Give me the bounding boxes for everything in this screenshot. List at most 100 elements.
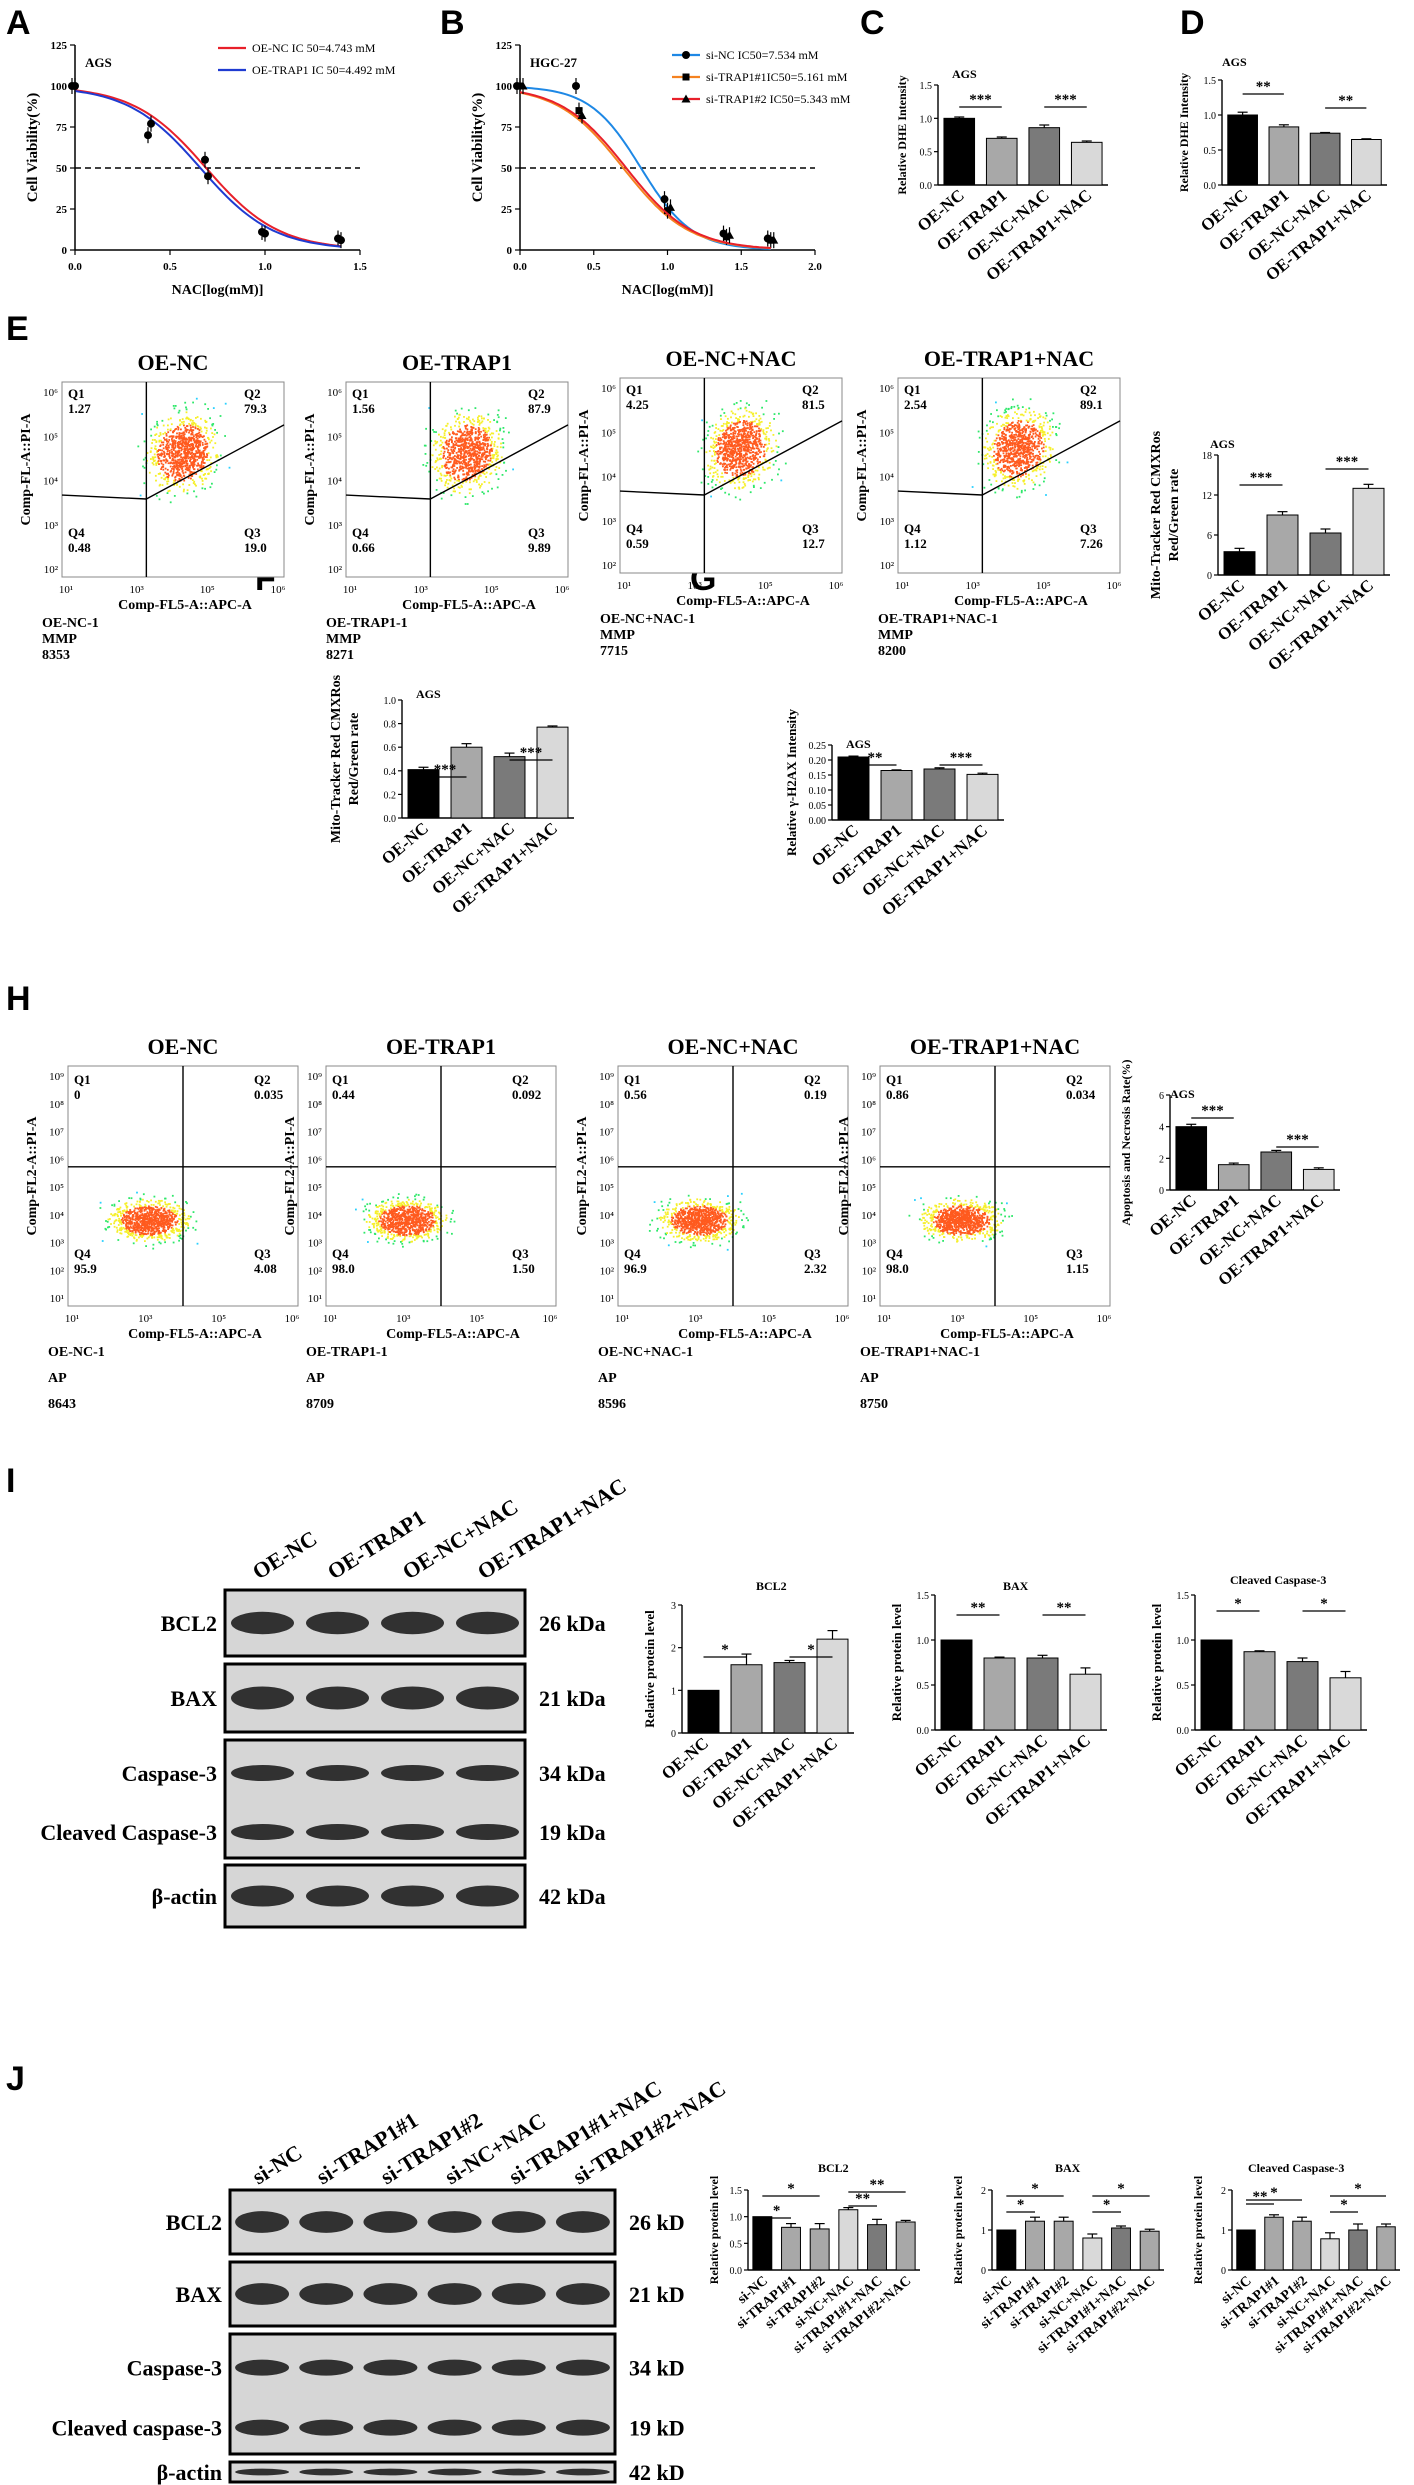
event-dot	[1008, 435, 1011, 438]
event-dot	[738, 463, 740, 465]
event-dot	[454, 415, 456, 418]
event-dot	[490, 440, 493, 443]
event-dot	[464, 443, 467, 446]
event-dot	[760, 451, 762, 453]
significance-label: **	[1256, 79, 1271, 95]
event-dot	[708, 468, 711, 471]
event-dot	[156, 423, 158, 425]
event-dot	[1016, 421, 1019, 424]
event-dot	[178, 1235, 180, 1238]
event-dot	[752, 412, 755, 415]
event-dot	[749, 446, 752, 449]
event-dot	[196, 464, 198, 467]
event-dot	[496, 486, 499, 489]
event-dot	[460, 431, 462, 434]
event-dot	[113, 1204, 116, 1207]
event-dot	[174, 453, 177, 455]
event-dot	[738, 487, 741, 490]
event-dot	[153, 1232, 156, 1235]
event-dot	[996, 443, 998, 446]
event-dot	[160, 1222, 162, 1224]
event-dot	[717, 437, 720, 439]
event-dot	[755, 412, 757, 415]
event-dot	[477, 462, 480, 465]
panel-letter-c: C	[860, 4, 885, 42]
event-dot	[1007, 465, 1010, 468]
event-dot	[1031, 435, 1034, 438]
event-dot	[181, 467, 184, 470]
event-dot	[1008, 460, 1011, 463]
event-dot	[163, 453, 166, 455]
event-dot	[472, 470, 474, 473]
event-dot	[188, 429, 191, 432]
event-dot	[183, 1226, 185, 1229]
event-dot	[758, 449, 761, 451]
event-dot	[1028, 437, 1031, 439]
event-dot	[1010, 458, 1013, 461]
event-dot	[748, 435, 751, 438]
event-dot	[742, 415, 745, 418]
event-dot	[1013, 461, 1016, 463]
x-tick-label: 0.5	[587, 261, 601, 273]
event-dot	[119, 1232, 122, 1235]
event-dot	[1010, 407, 1013, 410]
event-dot	[172, 431, 174, 434]
event-dot	[734, 487, 736, 490]
event-dot	[755, 457, 758, 459]
event-dot	[983, 486, 986, 489]
event-dot	[746, 449, 748, 452]
event-dot	[187, 448, 190, 451]
quadrant-label: Q4	[68, 525, 85, 540]
event-dot	[177, 452, 180, 455]
y-tick-label: 6	[1207, 531, 1212, 542]
event-dot	[211, 432, 214, 434]
y-tick-label: 0	[1221, 2266, 1226, 2277]
event-dot	[1011, 437, 1014, 440]
event-dot	[198, 429, 201, 431]
event-dot	[169, 1224, 171, 1227]
quadrant-value: 1.56	[352, 401, 375, 416]
event-dot	[485, 438, 487, 441]
event-dot	[458, 413, 461, 416]
event-dot	[1032, 488, 1035, 490]
event-dot	[489, 433, 492, 436]
event-dot	[726, 440, 729, 443]
event-dot	[728, 443, 730, 446]
event-dot	[478, 483, 480, 486]
event-dot	[499, 446, 502, 449]
event-dot	[155, 479, 157, 482]
event-dot	[767, 447, 769, 450]
event-dot	[741, 438, 744, 441]
event-dot	[461, 486, 463, 488]
event-dot	[152, 1204, 155, 1206]
event-dot	[1038, 484, 1041, 487]
event-dot	[448, 461, 450, 463]
event-dot	[719, 437, 722, 440]
event-dot	[738, 481, 741, 484]
bar-oe-nc-nac	[1286, 1661, 1319, 1731]
event-dot	[476, 441, 479, 443]
event-dot	[512, 468, 514, 471]
bar-chart-G: 0.000.050.100.150.200.25OE-NCOE-TRAP1OE-…	[784, 709, 1004, 920]
event-dot	[477, 451, 480, 454]
event-dot	[740, 470, 743, 472]
event-dot	[772, 463, 775, 466]
event-dot	[188, 465, 191, 468]
event-dot	[471, 453, 474, 456]
event-dot	[1002, 466, 1005, 469]
event-dot	[219, 415, 222, 417]
event-dot	[172, 449, 175, 451]
event-dot	[479, 433, 481, 435]
event-dot	[1001, 437, 1003, 440]
event-dot	[172, 461, 175, 464]
event-dot	[113, 1213, 116, 1216]
event-dot	[985, 429, 988, 432]
event-dot	[174, 476, 176, 479]
bar-si-trap1-1-nac	[867, 2224, 887, 2271]
event-dot	[153, 1231, 156, 1234]
event-dot	[201, 442, 204, 444]
event-dot	[210, 427, 212, 430]
event-dot	[491, 447, 494, 450]
event-dot	[1019, 441, 1022, 444]
event-dot	[720, 425, 723, 427]
